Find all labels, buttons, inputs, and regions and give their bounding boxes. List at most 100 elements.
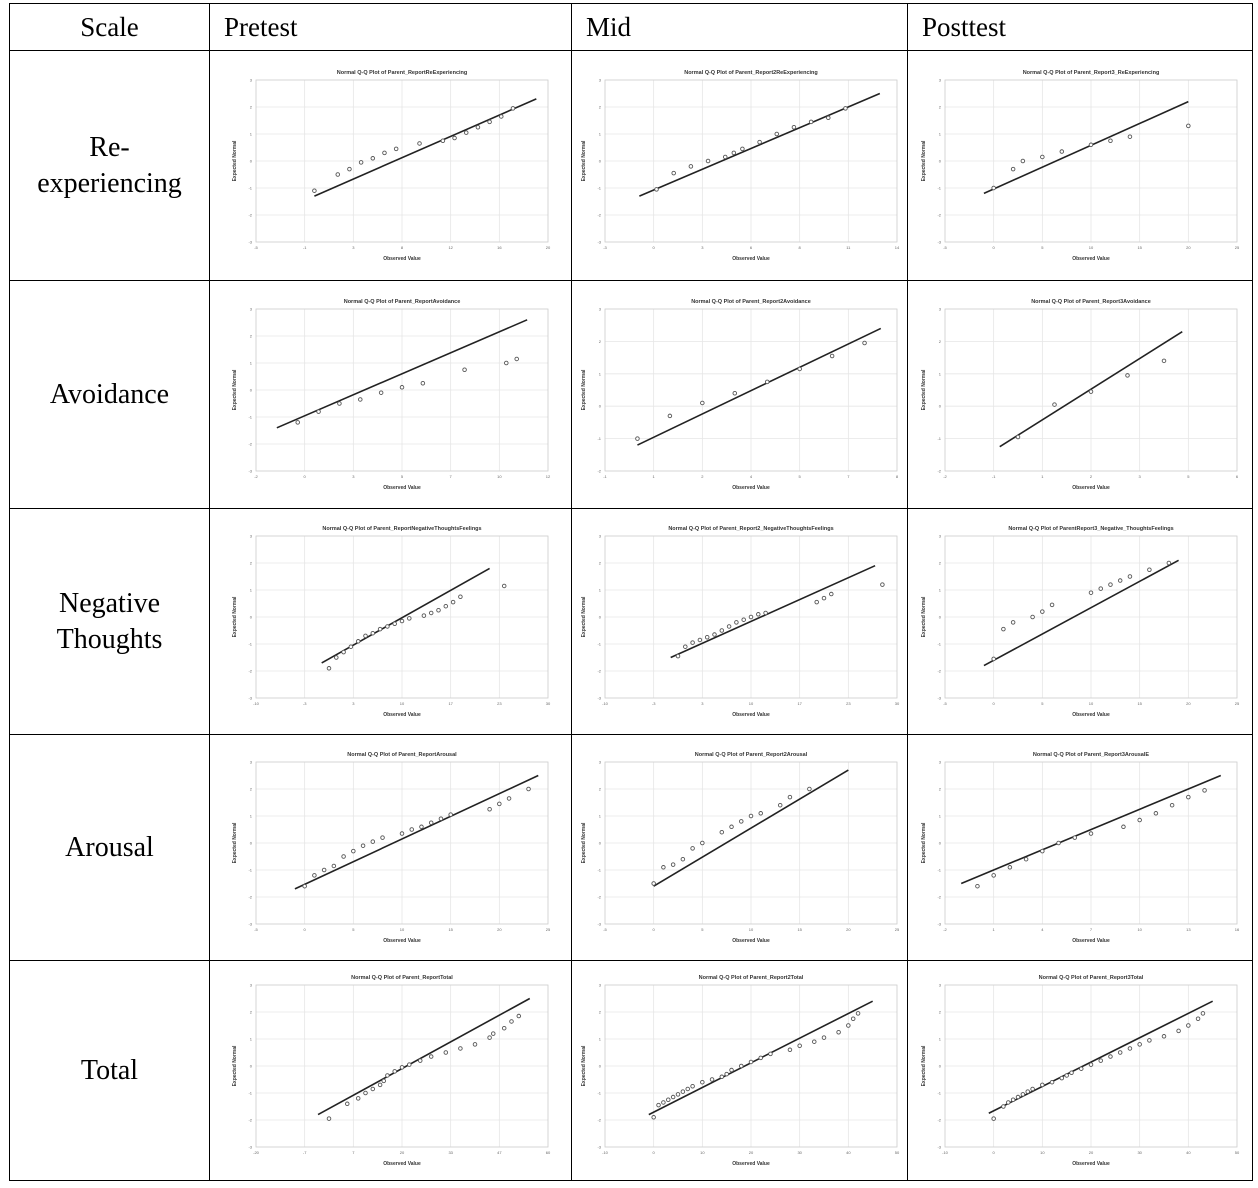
x-tick-label: 30 [894, 701, 899, 706]
data-point [370, 838, 375, 844]
x-tick-label: -2 [943, 927, 947, 932]
y-tick-label: 0 [598, 840, 601, 845]
x-tick-label: 50 [894, 1150, 899, 1155]
x-tick-label: 3 [352, 474, 355, 479]
data-point [1040, 848, 1045, 853]
data-point [670, 170, 676, 175]
data-point [748, 614, 753, 619]
plot-title: Normal Q-Q Plot of Parent_Report3Total [1039, 975, 1144, 981]
qq-plot-posttest: Normal Q-Q Plot of Parent_Report3_ReExpe… [907, 50, 1253, 281]
data-point [828, 591, 834, 596]
plot-title: Normal Q-Q Plot of Parent_ReportNegative… [322, 526, 481, 532]
x-tick-label: 10 [700, 1150, 705, 1155]
y-tick-label: 3 [939, 533, 942, 538]
plot-title: Normal Q-Q Plot of Parent_ReportArousal [347, 752, 457, 758]
y-tick-label: -1 [937, 641, 941, 646]
data-point [699, 400, 705, 405]
data-point [340, 853, 346, 859]
y-tick-label: 0 [249, 158, 252, 163]
data-point [384, 623, 390, 629]
x-tick-label: 40 [846, 1150, 851, 1155]
data-point [1200, 1010, 1206, 1016]
y-tick-label: -2 [248, 212, 252, 217]
data-point [1015, 434, 1021, 439]
y-tick-label: 1 [939, 1036, 942, 1041]
row-label: Total [9, 960, 210, 1181]
data-point [787, 1047, 792, 1052]
data-point [1108, 581, 1113, 587]
x-tick-label: 5 [1041, 701, 1044, 706]
data-point [1125, 372, 1130, 378]
data-point [1030, 614, 1035, 619]
x-tick-label: 10 [1089, 701, 1094, 706]
plot-frame [604, 984, 897, 1147]
data-point [358, 159, 363, 165]
qq-plot-pretest: Normal Q-Q Plot of Parent_ReportAvoidanc… [209, 280, 572, 509]
y-tick-label: 0 [939, 1063, 942, 1068]
data-point [362, 633, 368, 638]
qq-plot-svg: Normal Q-Q Plot of Parent_Report3Total -1… [921, 975, 1240, 1167]
header-pretest: Pretest [209, 3, 572, 51]
data-point [1010, 1096, 1016, 1102]
y-tick-label: -1 [248, 414, 252, 419]
plot-frame [255, 308, 548, 471]
data-point [1010, 166, 1016, 171]
data-point [813, 599, 819, 604]
y-axis-label: Expected Normal [581, 821, 587, 862]
y-tick-label: 0 [939, 403, 942, 408]
x-tick-label: 12 [448, 245, 453, 250]
data-point [1010, 619, 1016, 625]
y-tick-label: -3 [248, 468, 252, 473]
data-point [399, 830, 404, 836]
y-axis-label: Expected Normal [232, 821, 238, 862]
plot-frame [604, 79, 897, 242]
y-tick-label: 2 [249, 786, 252, 791]
data-point [796, 366, 802, 371]
reference-line [999, 330, 1183, 447]
data-point [756, 139, 762, 144]
y-tick-label: -2 [937, 1117, 941, 1122]
x-tick-label: 25 [1235, 245, 1240, 250]
data-point [660, 864, 666, 870]
y-tick-label: -2 [597, 894, 601, 899]
y-tick-label: 0 [249, 840, 252, 845]
y-tick-label: -3 [248, 695, 252, 700]
x-tick-label: 15 [448, 927, 453, 932]
y-tick-label: 1 [598, 813, 601, 818]
x-axis-label: Observed Value [732, 485, 770, 491]
reference-line [669, 564, 875, 658]
reference-line [317, 997, 530, 1115]
data-point [704, 634, 709, 639]
data-point [380, 1078, 386, 1083]
x-tick-label: 40 [1186, 1150, 1191, 1155]
reference-line [988, 999, 1214, 1114]
data-point [516, 1013, 521, 1018]
y-tick-label: -2 [937, 468, 941, 473]
y-tick-label: 2 [939, 104, 942, 109]
data-point [450, 599, 455, 604]
data-point [650, 1114, 656, 1120]
data-point [1108, 137, 1113, 143]
x-tick-label: 47 [497, 1150, 502, 1155]
data-point [508, 1018, 514, 1024]
x-tick-label: -1 [603, 474, 607, 479]
y-tick-label: -3 [597, 695, 601, 700]
y-tick-label: -2 [248, 441, 252, 446]
y-tick-label: 1 [598, 131, 601, 136]
data-point [510, 105, 515, 111]
data-point [443, 1049, 448, 1055]
y-tick-label: 3 [939, 306, 942, 311]
x-tick-label: 20 [399, 1150, 404, 1155]
plot-title: Normal Q-Q Plot of Parent_ReportReExperi… [336, 70, 467, 76]
x-tick-label: 3 [701, 245, 704, 250]
plot-title: Normal Q-Q Plot of Parent_Report3_ReExpe… [1023, 70, 1160, 76]
x-tick-label: 33 [448, 1150, 453, 1155]
data-point [667, 413, 672, 418]
x-tick-label: 5 [701, 927, 704, 932]
data-point [357, 396, 363, 402]
data-point [1064, 1072, 1069, 1078]
data-point [420, 380, 425, 385]
data-point [370, 1086, 375, 1091]
data-point [311, 187, 317, 193]
x-axis-label: Observed Value [383, 938, 421, 944]
